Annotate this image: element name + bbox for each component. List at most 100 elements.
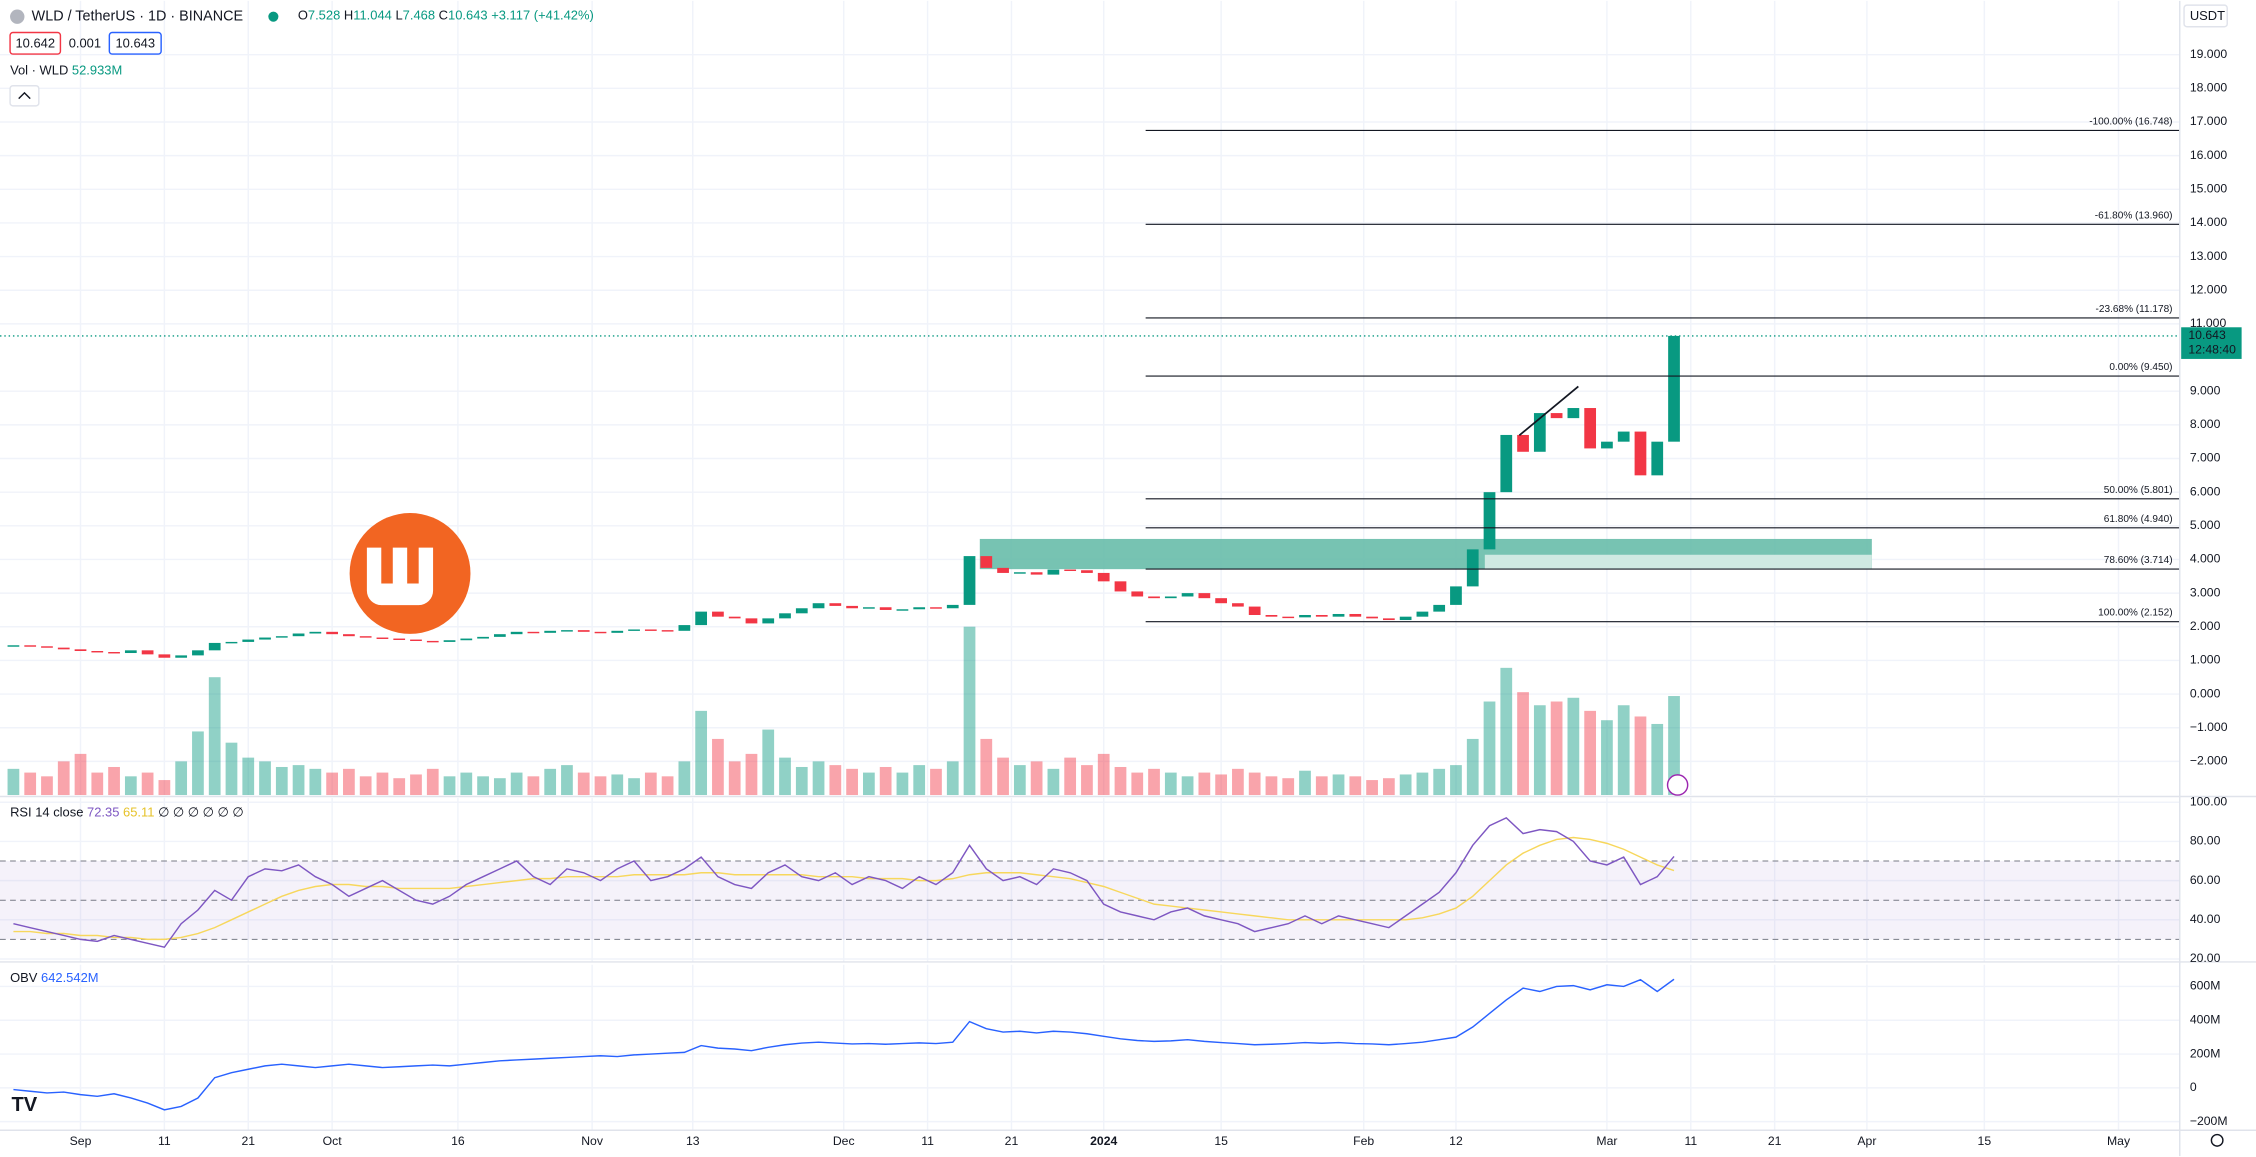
y-tick-label: 12.000 — [2190, 282, 2228, 296]
y-tick-label: 16.000 — [2190, 148, 2228, 162]
volume-bar — [896, 772, 909, 796]
volume-bar — [460, 772, 473, 796]
volume-bar — [1282, 778, 1295, 796]
candle-body — [393, 638, 406, 640]
volume-bar — [74, 753, 87, 796]
volume-bar — [1315, 776, 1328, 796]
x-tick-label: 16 — [451, 1134, 465, 1148]
candle-body — [292, 633, 305, 637]
volume-bar — [1299, 770, 1311, 796]
candle-body — [493, 634, 506, 637]
candle-body — [259, 637, 271, 640]
volume-bar — [443, 776, 456, 796]
volume-bar — [41, 776, 53, 796]
x-tick-label: 2024 — [1090, 1134, 1117, 1148]
candle-body — [460, 638, 473, 641]
y-tick-label: 1.000 — [2190, 653, 2221, 667]
volume-bar — [91, 772, 104, 796]
y-tick-label: 2.000 — [2190, 619, 2221, 633]
events-icon[interactable] — [1666, 774, 1689, 796]
volume-bar — [561, 765, 573, 796]
last-price-label: 10.643 — [2188, 328, 2226, 342]
volume-bar — [477, 776, 489, 796]
x-tick-label: 13 — [686, 1134, 700, 1148]
x-tick-label: May — [2107, 1134, 2131, 1148]
buy-button[interactable] — [108, 31, 162, 55]
bid[interactable]: 10.642 — [15, 35, 55, 50]
volume-bar — [108, 766, 120, 796]
volume-bar — [712, 738, 724, 796]
x-tick-label: 15 — [1978, 1134, 1992, 1148]
volume-bar — [846, 768, 858, 796]
candle-body — [443, 640, 456, 642]
indicator-line — [13, 817, 1675, 949]
volume-bar — [611, 774, 624, 796]
rsi-legend: RSI 14 close 72.35 65.11 ∅ ∅ ∅ ∅ ∅ ∅ — [10, 805, 244, 820]
y-tick-label: 7.000 — [2190, 451, 2221, 465]
x-tick-label: 12 — [1449, 1134, 1463, 1148]
candle-body — [1265, 614, 1278, 617]
ohlc: O7.528 H11.044 L7.468 C10.643 +3.117 (+4… — [298, 8, 594, 23]
volume-bar — [577, 772, 590, 796]
volume-bar — [779, 757, 791, 796]
x-tick-label: Feb — [1353, 1134, 1374, 1148]
candle-body — [779, 613, 791, 619]
candle-body — [1315, 614, 1328, 617]
rsi-value: 72.35 — [87, 805, 119, 820]
market-status[interactable] — [268, 11, 279, 22]
candle-body — [1567, 408, 1580, 419]
candle-body — [74, 649, 87, 652]
candle-body — [24, 645, 37, 647]
candle-body — [1164, 596, 1177, 599]
volume-value: 52.933M — [72, 63, 122, 78]
y-tick-label: 9.000 — [2190, 383, 2221, 397]
volume-bar — [225, 742, 238, 796]
settings-icon[interactable] — [2210, 1133, 2224, 1147]
obv-value: 642.542M — [41, 971, 99, 986]
x-tick-label: Apr — [1857, 1134, 1876, 1148]
volume-bar — [762, 729, 775, 796]
volume-title: Vol · WLD — [10, 63, 68, 78]
currency[interactable]: USDT — [2190, 8, 2225, 23]
volume-bar — [1248, 772, 1261, 796]
trend-line — [1518, 385, 1579, 437]
y-tick-label: 8.000 — [2190, 417, 2221, 431]
currency-button[interactable] — [2183, 4, 2228, 28]
volume-bar — [661, 776, 674, 796]
candle-body — [1382, 618, 1395, 621]
volume-bar — [343, 768, 355, 796]
volume-bar — [124, 776, 137, 796]
candle-body — [1416, 611, 1429, 617]
y-tick-label: 6.000 — [2190, 484, 2221, 498]
ohlc-key: H — [344, 8, 353, 23]
candle-body — [242, 639, 255, 642]
volume-bar — [326, 772, 338, 796]
spread: 0.001 — [69, 35, 101, 50]
volume-bar — [930, 768, 942, 796]
candle-body — [695, 611, 708, 626]
y-tick-label: 600M — [2190, 979, 2221, 993]
candle-body — [1399, 616, 1412, 621]
volume-bar — [292, 765, 305, 796]
candle-body — [1584, 408, 1597, 449]
ask[interactable]: 10.643 — [115, 35, 155, 50]
ohlc-key: O — [298, 8, 308, 23]
y-tick-label: 19.000 — [2190, 47, 2228, 61]
collapse-button[interactable] — [9, 84, 40, 107]
candle-body — [1215, 598, 1227, 604]
x-tick-label: 11 — [1684, 1134, 1697, 1148]
chevron — [18, 91, 31, 100]
volume-bar — [309, 768, 322, 796]
candle-body — [1466, 549, 1479, 587]
volume-bar — [1232, 768, 1244, 796]
candle-body — [829, 603, 842, 606]
volume-bar — [879, 766, 892, 796]
sell-button[interactable] — [9, 31, 62, 55]
x-tick-label: 15 — [1214, 1134, 1228, 1148]
volume-bar — [1517, 692, 1529, 796]
candle-body — [846, 605, 858, 609]
volume-bar — [1081, 765, 1093, 796]
candle-body — [628, 629, 640, 631]
candle-body — [1651, 441, 1664, 476]
